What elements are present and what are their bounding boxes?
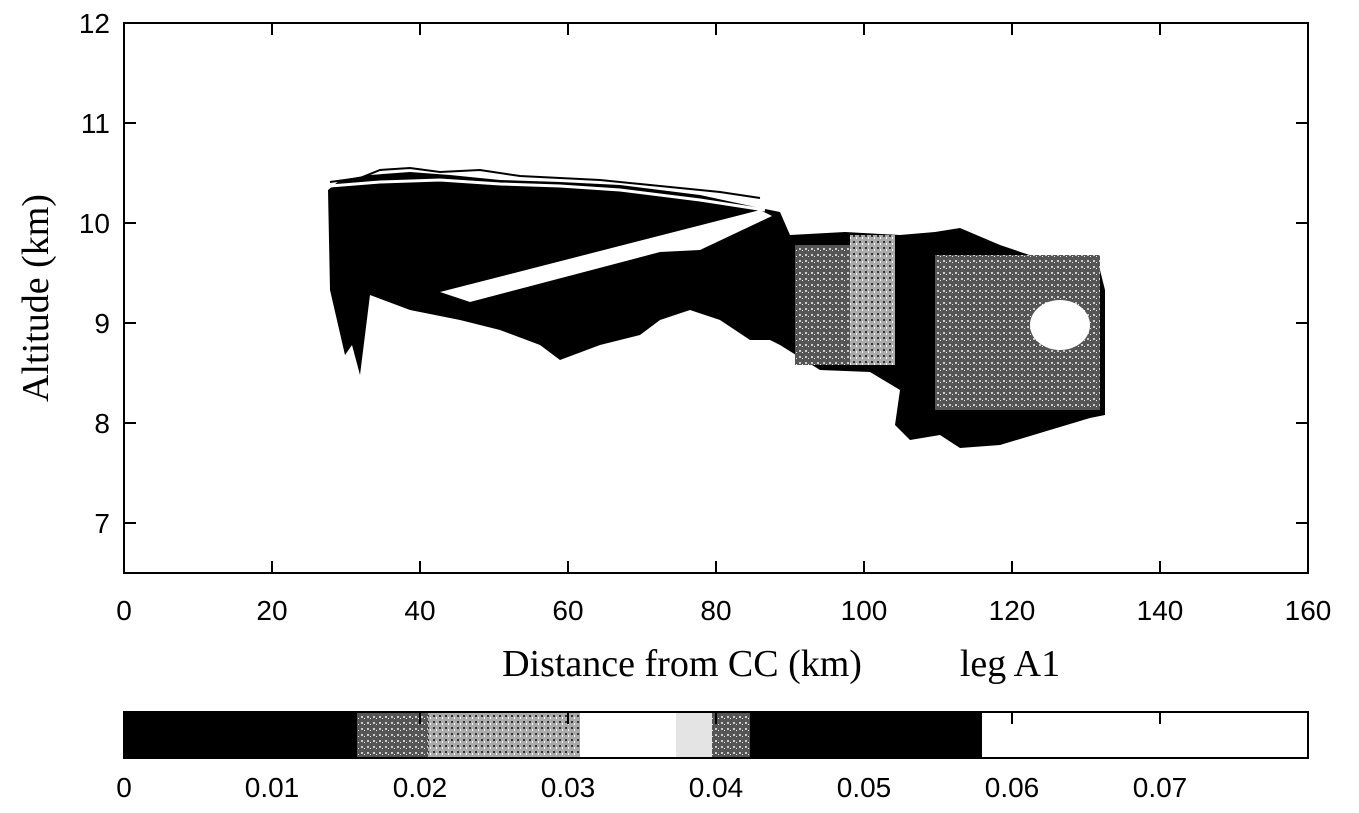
colorbar-tick-label: 0 xyxy=(116,772,132,803)
x-tick-label: 40 xyxy=(404,595,435,626)
colorbar-tick-label: 0.05 xyxy=(837,772,892,803)
y-axis-title: Altitude (km) xyxy=(15,194,57,402)
y-tick-label: 8 xyxy=(94,408,110,439)
y-tick-label: 12 xyxy=(79,8,110,39)
y-tick-label: 11 xyxy=(81,108,110,139)
x-axis-title: Distance from CC (km) xyxy=(502,643,862,685)
cloud-image xyxy=(328,166,1105,448)
colorbar-tick-label: 0.01 xyxy=(245,772,300,803)
colorbar-tick-label: 0.02 xyxy=(393,772,448,803)
colorbar-tick-label: 0.03 xyxy=(541,772,596,803)
y-tick-label: 9 xyxy=(94,308,110,339)
colorbar-tick-label: 0.07 xyxy=(1133,772,1188,803)
colorbar-tick-label: 0.06 xyxy=(985,772,1040,803)
x-tick-label: 100 xyxy=(841,595,888,626)
y-tick-label: 10 xyxy=(79,208,110,239)
y-tick-label: 7 xyxy=(94,508,110,539)
colorbar xyxy=(123,711,1309,759)
x-tick-label: 60 xyxy=(552,595,583,626)
annotation: leg A1 xyxy=(960,643,1060,685)
x-tick-label: 140 xyxy=(1137,595,1184,626)
x-tick-label: 20 xyxy=(256,595,287,626)
x-tick-label: 160 xyxy=(1285,595,1332,626)
x-tick-label: 120 xyxy=(989,595,1036,626)
x-tick-label: 0 xyxy=(116,595,132,626)
x-tick-label: 80 xyxy=(700,595,731,626)
colorbar-tick-label: 0.04 xyxy=(689,772,744,803)
